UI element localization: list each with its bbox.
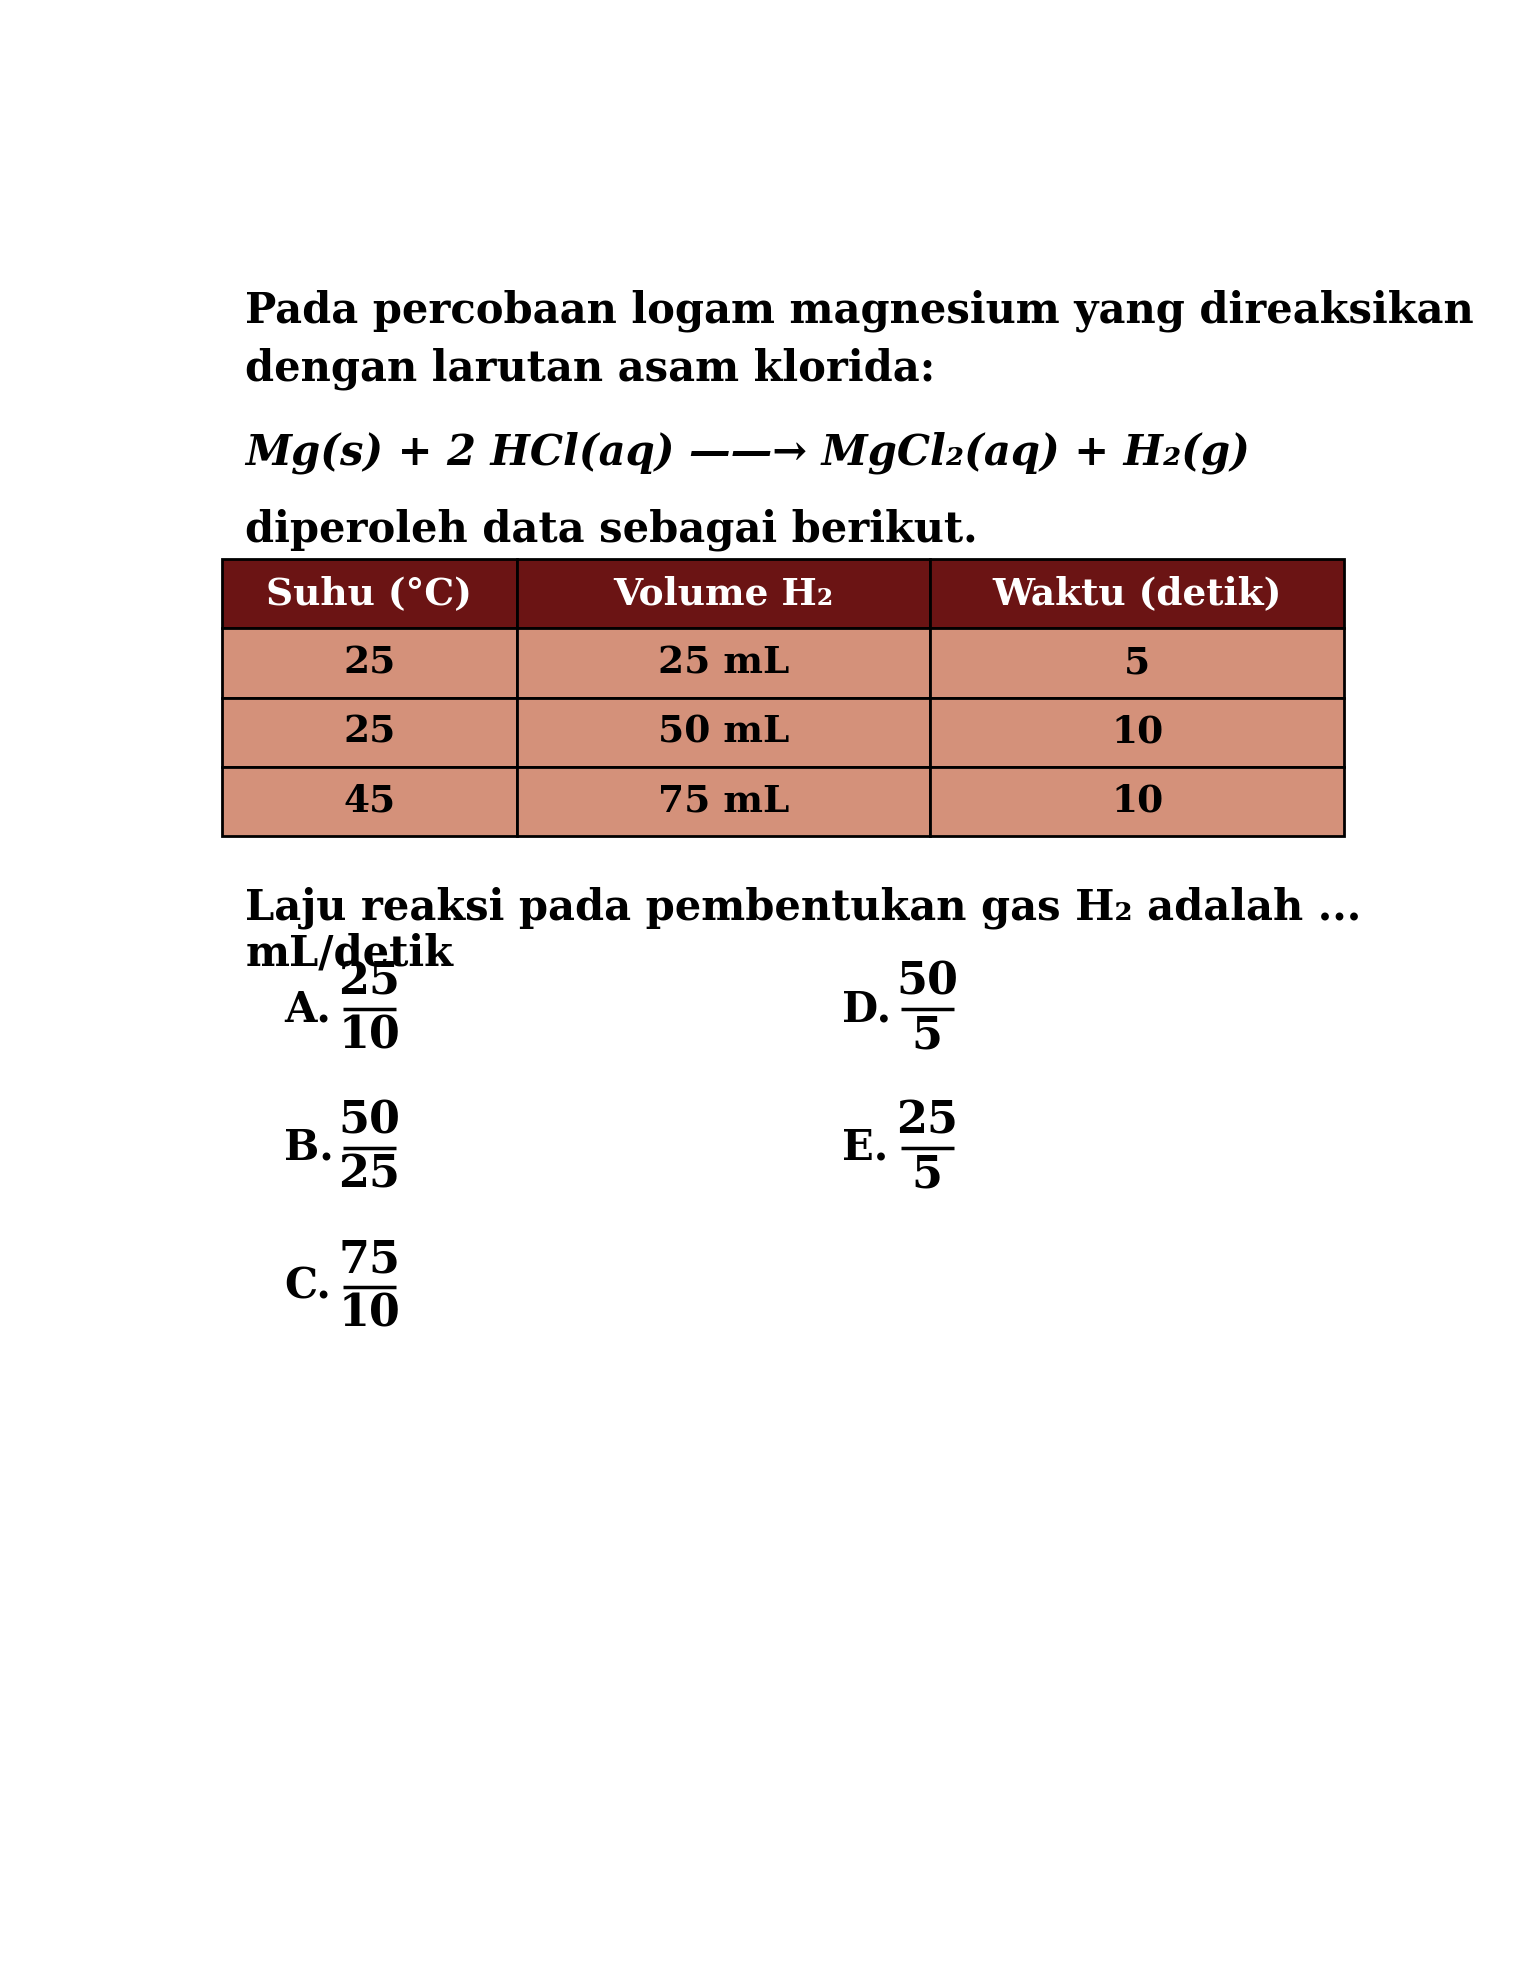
Text: 10: 10: [338, 1292, 400, 1335]
Bar: [222, 559, 516, 628]
Text: 10: 10: [1111, 713, 1163, 750]
Text: Mg(s) + 2 HCl(aq) ——→ MgCl₂(aq) + H₂(g): Mg(s) + 2 HCl(aq) ——→ MgCl₂(aq) + H₂(g): [246, 431, 1250, 475]
Bar: [516, 766, 931, 837]
Text: 50 mL: 50 mL: [657, 713, 788, 750]
Bar: [516, 559, 931, 628]
Bar: [931, 628, 1345, 697]
Bar: [931, 766, 1345, 837]
Text: 25: 25: [338, 1154, 400, 1197]
Bar: [222, 628, 516, 697]
Bar: [222, 697, 516, 766]
Text: 50: 50: [897, 961, 958, 1004]
Text: mL/detik: mL/detik: [246, 933, 454, 975]
Text: diperoleh data sebagai berikut.: diperoleh data sebagai berikut.: [246, 508, 978, 551]
Text: 75 mL: 75 mL: [657, 784, 788, 819]
Text: A.: A.: [284, 988, 332, 1030]
Text: 75: 75: [338, 1239, 400, 1282]
Text: Laju reaksi pada pembentukan gas H₂ adalah ...: Laju reaksi pada pembentukan gas H₂ adal…: [246, 886, 1361, 929]
Bar: [931, 697, 1345, 766]
Text: 5: 5: [912, 1154, 943, 1197]
Text: 5: 5: [912, 1014, 943, 1057]
Text: 50: 50: [338, 1099, 400, 1142]
Text: 25: 25: [344, 644, 396, 681]
Text: D.: D.: [842, 988, 891, 1030]
Text: 25 mL: 25 mL: [657, 644, 788, 681]
Text: 10: 10: [1111, 784, 1163, 819]
Text: B.: B.: [284, 1126, 333, 1170]
Bar: [516, 697, 931, 766]
Text: C.: C.: [284, 1266, 332, 1307]
Text: dengan larutan asam klorida:: dengan larutan asam klorida:: [246, 347, 935, 390]
Bar: [222, 766, 516, 837]
Text: 25: 25: [338, 961, 400, 1004]
Text: 10: 10: [338, 1014, 400, 1057]
Text: E.: E.: [842, 1126, 888, 1170]
Text: Volume H₂: Volume H₂: [613, 575, 834, 612]
Text: Suhu (°C): Suhu (°C): [266, 575, 472, 612]
Text: 25: 25: [897, 1099, 958, 1142]
Text: Waktu (detik): Waktu (detik): [993, 575, 1282, 612]
Text: Pada percobaan logam magnesium yang direaksikan: Pada percobaan logam magnesium yang dire…: [246, 289, 1475, 333]
Text: 5: 5: [1125, 644, 1151, 681]
Text: 25: 25: [344, 713, 396, 750]
Text: 45: 45: [344, 784, 396, 819]
Bar: [516, 628, 931, 697]
Bar: [931, 559, 1345, 628]
